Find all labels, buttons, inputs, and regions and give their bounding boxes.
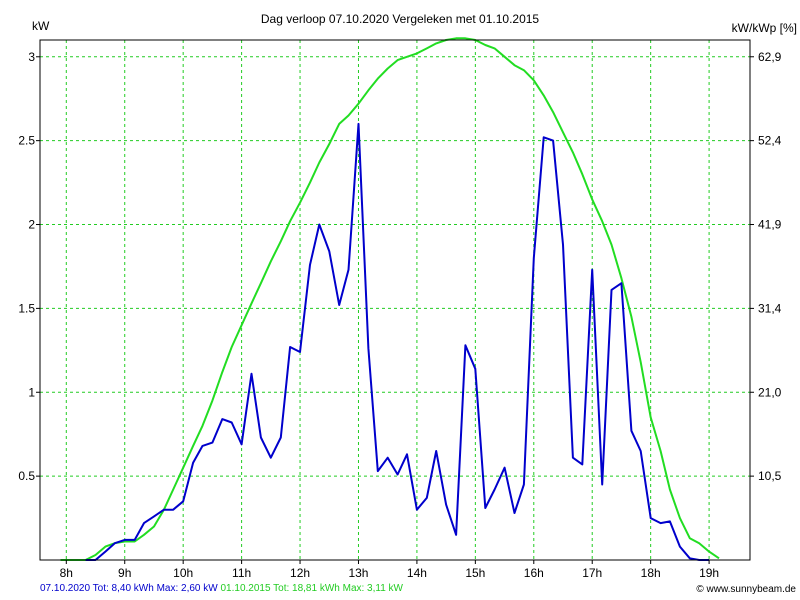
x-tick-label: 15h — [465, 566, 485, 580]
y-axis-label-right: kW/kWp [%] — [732, 21, 797, 35]
tick-labels: 8h 9h 10h 11h 12h 13h 14h 15h 16h 17h 18h 19h 0.5 10,… — [18, 50, 781, 580]
y-tick-label-right: 10,5 — [758, 469, 782, 483]
y-tick-label-right: 31,4 — [758, 301, 782, 315]
x-tick-label: 10h — [173, 566, 193, 580]
x-tick-label: 18h — [641, 566, 661, 580]
x-tick-label: 14h — [407, 566, 427, 580]
y-tick-label-left: 1.5 — [18, 301, 35, 315]
chart-title: Dag verloop 07.10.2020 Vergeleken met 01… — [261, 12, 540, 26]
plot-frame — [39, 39, 751, 561]
y-tick-label-left: 1 — [28, 385, 35, 399]
x-tick-label: 17h — [582, 566, 602, 580]
x-tick-label: 8h — [60, 566, 73, 580]
x-tick-label: 12h — [290, 566, 310, 580]
x-tick-label: 16h — [524, 566, 544, 580]
y-tick-label-left: 2.5 — [18, 134, 35, 148]
y-tick-label-right: 21,0 — [758, 385, 782, 399]
y-tick-label-left: 3 — [28, 50, 35, 64]
credit-text: © www.sunnybeam.de — [696, 584, 796, 595]
axes — [36, 39, 754, 564]
x-tick-label: 9h — [118, 566, 131, 580]
series-lines — [60, 37, 720, 561]
x-tick-label: 19h — [699, 566, 719, 580]
y-tick-label-right: 52,4 — [758, 134, 782, 148]
y-tick-label-right: 41,9 — [758, 218, 782, 232]
legend-series-2: 01.10.2015 Tot: 18,81 kWh Max: 3,11 kW — [220, 583, 403, 594]
grid-lines — [40, 40, 750, 560]
legend-series-1: 07.10.2020 Tot: 8,40 kWh Max: 2,60 kW — [40, 583, 218, 594]
y-axis-label-left: kW — [32, 19, 50, 33]
y-tick-label-left: 0.5 — [18, 469, 35, 483]
series-line-2 — [60, 37, 720, 561]
series-line-1 — [85, 122, 710, 561]
y-tick-label-right: 62,9 — [758, 50, 782, 64]
x-tick-label: 11h — [232, 566, 251, 580]
y-tick-label-left: 2 — [28, 218, 35, 232]
x-tick-label: 13h — [348, 566, 368, 580]
legend-footer: 07.10.2020 Tot: 8,40 kWh Max: 2,60 kW 01… — [40, 583, 403, 594]
